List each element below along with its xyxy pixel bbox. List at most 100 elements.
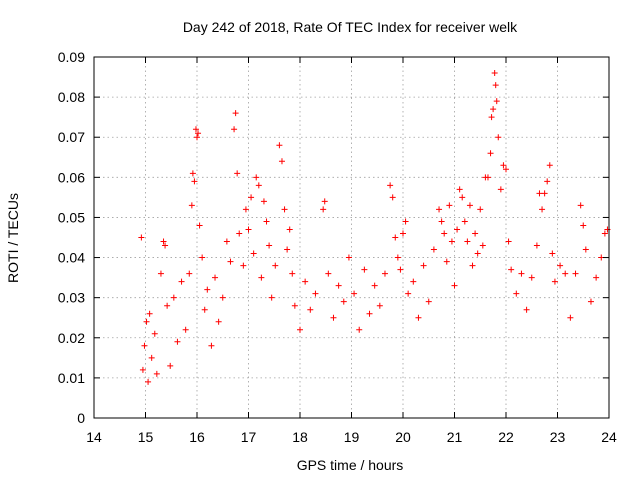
data-point <box>490 106 497 113</box>
y-tick-label: 0.01 <box>58 370 85 386</box>
data-point <box>464 238 471 245</box>
data-point <box>234 170 241 177</box>
axis-ticks <box>93 56 610 419</box>
data-point <box>371 282 378 289</box>
data-point <box>335 282 342 289</box>
y-tick-label: 0.09 <box>58 49 85 65</box>
data-point <box>593 274 600 281</box>
data-point <box>582 246 589 253</box>
data-point <box>528 274 535 281</box>
data-point <box>420 262 427 269</box>
data-point <box>536 190 543 197</box>
data-point <box>533 242 540 249</box>
data-point <box>151 330 158 337</box>
data-point <box>580 222 587 229</box>
y-axis-label: ROTI / TECUs <box>5 193 21 283</box>
data-point <box>546 162 553 169</box>
data-point <box>443 258 450 265</box>
data-point <box>189 170 196 177</box>
x-tick-label: 19 <box>344 429 360 445</box>
data-point <box>539 206 546 213</box>
data-point <box>492 82 499 89</box>
y-tick-label: 0.06 <box>58 169 85 185</box>
data-point <box>356 326 363 333</box>
x-tick-label: 16 <box>189 429 205 445</box>
data-point <box>260 198 267 205</box>
data-point <box>366 310 373 317</box>
data-point <box>351 290 358 297</box>
data-point <box>557 262 564 269</box>
data-points <box>138 70 611 385</box>
x-tick-label: 22 <box>498 429 514 445</box>
data-point <box>236 230 243 237</box>
data-point <box>291 302 298 309</box>
data-point <box>456 186 463 193</box>
data-point <box>505 238 512 245</box>
data-point <box>215 318 222 325</box>
data-point <box>195 130 202 137</box>
data-point <box>268 294 275 301</box>
data-point <box>479 242 486 249</box>
data-point <box>394 254 401 261</box>
data-point <box>289 270 296 277</box>
data-point <box>541 190 548 197</box>
data-point <box>160 238 167 245</box>
data-point <box>302 278 309 285</box>
data-point <box>178 278 185 285</box>
data-point <box>231 126 238 133</box>
data-point <box>381 270 388 277</box>
data-point <box>400 230 406 237</box>
data-point <box>253 174 260 181</box>
x-tick-label: 15 <box>138 429 154 445</box>
data-point <box>143 318 150 325</box>
data-point <box>297 326 303 333</box>
grid-lines <box>94 57 609 418</box>
data-point <box>361 266 368 273</box>
data-point <box>567 314 574 321</box>
data-point <box>518 270 525 277</box>
data-point <box>186 270 193 277</box>
data-point <box>513 290 520 297</box>
data-point <box>577 202 584 209</box>
data-point <box>266 242 273 249</box>
data-point <box>484 174 491 181</box>
data-point <box>459 194 466 201</box>
data-point <box>208 342 215 349</box>
data-point <box>170 294 177 301</box>
data-point <box>587 298 594 305</box>
data-point <box>174 338 181 345</box>
data-point <box>497 186 504 193</box>
data-point <box>164 302 171 309</box>
x-tick-label: 18 <box>292 429 308 445</box>
x-tick-label: 20 <box>395 429 411 445</box>
data-point <box>551 278 558 285</box>
data-point <box>146 310 153 317</box>
data-point <box>436 206 443 213</box>
data-point <box>601 230 608 237</box>
data-point <box>340 298 347 305</box>
data-point <box>284 246 291 253</box>
data-point <box>389 194 396 201</box>
data-point <box>245 226 252 233</box>
x-tick-label: 24 <box>601 429 617 445</box>
data-point <box>500 162 507 169</box>
data-point <box>495 134 502 141</box>
x-tick-label: 23 <box>550 429 566 445</box>
data-point <box>397 266 404 273</box>
data-point <box>167 362 174 369</box>
data-point <box>191 178 198 185</box>
data-point <box>472 230 479 237</box>
tick-labels: 14 15 16 17 18 19 20 21 22 23 24 0 0.01 0.02 0.03 0.04 0… <box>58 49 617 445</box>
data-point <box>145 378 152 385</box>
data-point <box>345 254 352 261</box>
data-point <box>182 326 189 333</box>
data-point <box>376 302 383 309</box>
data-point <box>232 110 239 117</box>
data-point <box>446 202 453 209</box>
data-point <box>157 270 164 277</box>
data-point <box>405 290 412 297</box>
chart-title: Day 242 of 2018, Rate Of TEC Index for r… <box>183 19 518 35</box>
data-point <box>242 206 249 213</box>
data-point <box>141 342 148 349</box>
data-point <box>307 306 314 313</box>
